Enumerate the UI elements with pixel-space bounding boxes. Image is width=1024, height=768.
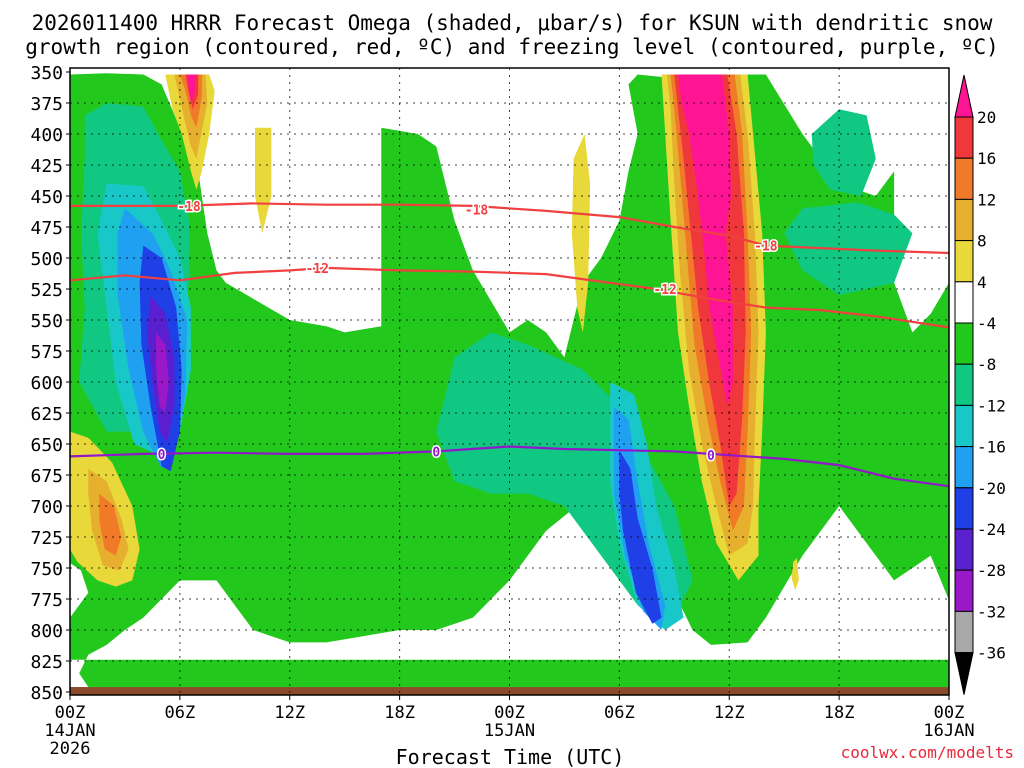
y-tick-label: 350	[30, 63, 63, 84]
omega-region-27	[791, 558, 799, 591]
colorbar-box	[954, 363, 974, 406]
contour-label: 0	[158, 448, 166, 463]
colorbar-label: -12	[977, 396, 1006, 415]
x-tick-label: 18Z	[384, 703, 415, 723]
y-tick-label: 675	[30, 466, 63, 487]
y-tick-label: 750	[30, 559, 63, 580]
colorbar-box	[954, 198, 974, 242]
x-tick-label: 12Z	[274, 703, 305, 723]
chart-title-line1: 2026011400 HRRR Forecast Omega (shaded, …	[32, 11, 993, 35]
x-tick-label: 06Z	[604, 703, 635, 723]
contour-label: -18	[177, 200, 201, 215]
x-tick-date: 15JAN	[484, 721, 535, 741]
y-tick-label: 575	[30, 342, 63, 363]
y-tick-label: 550	[30, 311, 63, 332]
y-tick-label: 375	[30, 94, 63, 115]
colorbar-label: 16	[977, 149, 996, 168]
contour-label: -12	[305, 262, 328, 277]
omega-region-23	[678, 74, 733, 407]
y-tick-label: 525	[30, 280, 63, 301]
contour-label: -18	[754, 240, 778, 255]
colorbar-label: -16	[977, 438, 1006, 457]
colorbar-label: -4	[977, 314, 996, 333]
y-tick-label: 425	[30, 156, 63, 177]
x-tick-year: 2026	[50, 739, 91, 759]
contour-line--12	[70, 266, 949, 329]
colorbar-box	[954, 569, 974, 612]
colorbar-box	[954, 157, 974, 200]
x-tick-date: 14JAN	[44, 721, 95, 741]
contour-label: 0	[432, 445, 440, 460]
colorbar-label: 20	[977, 108, 996, 127]
colorbar-label: -24	[977, 520, 1006, 539]
colorbar-box	[954, 404, 974, 448]
colorbar-box	[954, 240, 974, 283]
contour-label: -12	[653, 283, 676, 298]
credit-text: coolwx.com/modelts	[841, 743, 1014, 762]
y-tick-label: 450	[30, 187, 63, 208]
contour-line-0	[70, 445, 949, 488]
colorbar-box	[954, 281, 974, 324]
colorbar-label: -32	[977, 602, 1006, 621]
x-tick-label: 06Z	[165, 703, 196, 723]
contour-line--18	[70, 202, 949, 255]
colorbar: 20 16 12 8 4 -4 -8 -12 -16 -20 -24 -28 -32 -36	[954, 74, 1006, 695]
colorbar-label: -20	[977, 479, 1006, 498]
colorbar-box	[954, 610, 974, 654]
omega-region-18	[571, 134, 591, 333]
colorbar-label: 8	[977, 232, 987, 251]
colorbar-box	[954, 487, 974, 530]
y-tick-label: 850	[30, 683, 63, 704]
x-tick-date: 16JAN	[923, 721, 974, 741]
x-tick-label: 00Z	[55, 703, 86, 723]
y-tick-label: 475	[30, 218, 63, 239]
y-tick-label: 600	[30, 373, 63, 394]
colorbar-box	[954, 116, 974, 159]
contour-label: 0	[707, 449, 715, 464]
contour-label: -18	[465, 204, 489, 219]
y-tick-label: 800	[30, 621, 63, 642]
y-tick-label: 400	[30, 125, 63, 146]
colorbar-label: -28	[977, 561, 1006, 580]
chart-title-line2: growth region (contoured, red, ºC) and f…	[25, 35, 999, 59]
y-tick-label: 625	[30, 404, 63, 425]
colorbar-label: -8	[977, 355, 996, 374]
y-tick-label: 775	[30, 590, 63, 611]
y-tick-label: 825	[30, 652, 63, 673]
x-tick-label: 00Z	[494, 703, 525, 723]
y-tick-label: 700	[30, 497, 63, 518]
colorbar-label: 12	[977, 190, 996, 209]
colorbar-label: 4	[977, 273, 987, 292]
x-tick-label: 18Z	[824, 703, 855, 723]
omega-region-9	[619, 450, 662, 624]
omega-region-28	[811, 109, 876, 196]
colorbar-box	[954, 446, 974, 489]
x-tick-label: 12Z	[714, 703, 745, 723]
y-axis: 350 375 400 425 450 475 500 525 550 575 600 625 650 6…	[30, 63, 70, 704]
colorbar-box	[954, 528, 974, 571]
contour-labels: -18 -18 -18 -12 -12 0 0 0	[156, 198, 779, 465]
omega-region-16	[187, 74, 197, 103]
y-tick-label: 650	[30, 435, 63, 456]
y-tick-label: 500	[30, 249, 63, 270]
colorbar-tip-bottom	[954, 652, 974, 695]
omega-region-11	[156, 332, 169, 413]
colorbar-box	[954, 322, 974, 365]
x-axis-label: Forecast Time (UTC)	[396, 745, 625, 768]
omega-region-26	[99, 493, 122, 556]
omega-region-17	[255, 127, 272, 234]
x-tick-label: 00Z	[934, 703, 965, 723]
colorbar-label: -36	[977, 644, 1006, 663]
temperature-contours	[70, 202, 949, 488]
y-tick-label: 725	[30, 528, 63, 549]
